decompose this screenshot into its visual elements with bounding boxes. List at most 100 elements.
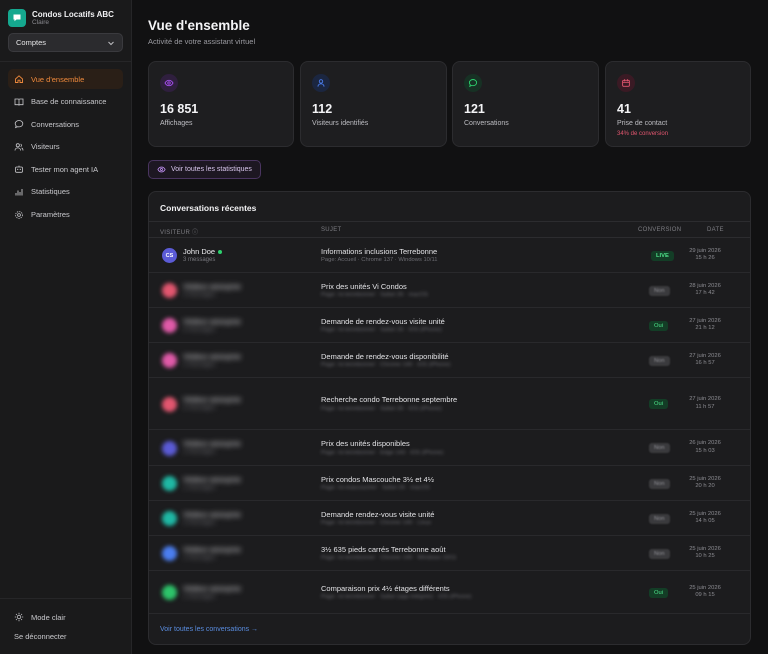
conversion-badge: Non (649, 478, 670, 489)
table-row[interactable]: Visiteur anonyme 4 messages Prix des unité… (149, 273, 750, 308)
avatar (162, 318, 177, 333)
table-row[interactable]: Visiteur anonyme 5 messages Comparaison pr… (149, 571, 750, 614)
stats-icon (15, 188, 23, 196)
conversation-source: Page: /vi-terrebonne/ · Safari (app inté… (321, 594, 472, 600)
stat-label: Conversations (464, 120, 509, 127)
conversation-date: 29 juin 2026 15 h 26 (689, 247, 721, 262)
table-row[interactable]: Visiteur anonyme 3 messages Prix des unité… (149, 430, 750, 466)
visitor-name: Visiteur anonyme (183, 281, 241, 291)
eye-icon (160, 74, 178, 92)
visitor-name: Visiteur anonyme (183, 583, 241, 593)
conversation-date: 25 juin 2026 09 h 15 (689, 584, 721, 599)
chat-icon (14, 120, 24, 129)
conversation-source: Page: /vi-terrebonne/ · Edge 143 · iOS (… (321, 449, 444, 456)
avatar (162, 283, 177, 298)
conversation-source: Page: /vi-terrebonne/ · Safari 26 · macO… (321, 292, 428, 298)
sidebar-item-label: Visiteurs (31, 142, 60, 152)
conversation-subject: Recherche condo Terrebonne septembre (321, 395, 458, 404)
conversation-source: Page: /vi-terrebonne/ · Chrome 140 · Win… (321, 555, 457, 561)
sidebar-item-label: Base de connaissance (31, 97, 107, 107)
avatar (162, 511, 177, 526)
account-select[interactable]: Comptes (8, 33, 123, 52)
conversion-badge: Non (649, 513, 670, 524)
visitor-meta: 3 messages (183, 554, 216, 561)
conversation-source: Page: /vi-terrebonne/ · Safari 26 · iOS … (321, 405, 442, 412)
visitor-name: Visiteur anonyme (183, 351, 241, 361)
stat-label: Prise de contact (617, 120, 668, 127)
sidebar-item-overview[interactable]: Vue d'ensemble (8, 69, 123, 89)
visitor-name: Visiteur anonyme (183, 509, 241, 519)
sidebar-item-knowledge-base[interactable]: Base de connaissance (8, 92, 123, 112)
visitor-meta: 6 messages (183, 326, 216, 333)
table-row[interactable]: Visiteur anonyme 2 messages Prix condos Ma… (149, 466, 750, 501)
visitor-meta: 5 messages (183, 593, 216, 600)
conversation-subject: Comparaison prix 4½ étages différents (321, 583, 450, 593)
sidebar-item-label: Vue d'ensemble (31, 74, 85, 84)
logout-button[interactable]: Se déconnecter (14, 632, 67, 641)
stat-card-contacts: 41 Prise de contact 34% de conversion (605, 61, 751, 147)
avatar (162, 440, 177, 456)
table-row[interactable]: Visiteur anonyme 8 messages Recherche cond… (149, 378, 750, 430)
column-header-visitor: VISITEUR ⓘ (160, 230, 199, 236)
stat-label: Affichages (160, 120, 193, 127)
online-status-icon (218, 249, 223, 254)
visitor-meta: 3 messages (183, 256, 216, 263)
table-row[interactable]: CS John Doe 3 messages Informations inclusi… (149, 238, 750, 273)
table-row[interactable]: Visiteur anonyme 5 messages Demande de ren… (149, 343, 750, 378)
conversation-source: Page: /vi-mascouche/ · Safari 26 · macOS (321, 485, 430, 491)
conversation-date: 25 juin 2026 10 h 25 (689, 545, 721, 560)
table-row[interactable]: Visiteur anonyme 3 messages 3½ 635 pieds c… (149, 536, 750, 571)
visitor-meta: 3 messages (183, 449, 216, 455)
brand-name: Condos Locatifs ABC (32, 9, 114, 19)
visitor-meta: 2 messages (183, 484, 216, 491)
visitor-name: Visiteur anonyme (183, 316, 241, 326)
conversation-subject: Prix condos Mascouche 3½ et 4½ (321, 474, 434, 484)
conversation-date: 27 juin 2026 16 h 57 (689, 352, 721, 367)
sidebar-item-visitors[interactable]: Visiteurs (8, 137, 123, 157)
conversation-source: Page: Accueil · Chrome 137 · Windows 10/… (321, 257, 438, 263)
view-all-stats-button[interactable]: Voir toutes les statistiques (148, 160, 261, 179)
view-all-conversations-link[interactable]: Voir toutes les conversations → (160, 626, 259, 633)
calendar-icon (617, 74, 635, 92)
sidebar-item-test-agent[interactable]: Tester mon agent IA (8, 159, 123, 179)
visitor-name: John Doe (183, 247, 223, 256)
visitor-meta: 4 messages (183, 291, 216, 298)
visitor-meta: 4 messages (183, 519, 216, 526)
visitor-name: Visiteur anonyme (183, 395, 241, 404)
sidebar-item-label: Paramètres (31, 210, 70, 220)
conversation-subject: Informations inclusions Terrebonne (321, 246, 438, 256)
conversation-source: Page: /vi-terrebonne/ · Chrome 140 · iOS… (321, 362, 451, 368)
sidebar-nav: Vue d'ensemble Base de connaissance Conv… (8, 69, 123, 227)
table-row[interactable]: Visiteur anonyme 4 messages Demande rendez… (149, 501, 750, 536)
conversation-subject: Demande rendez-vous visite unité (321, 509, 435, 519)
column-header-date: DATE (707, 227, 724, 233)
sidebar-item-conversations[interactable]: Conversations (8, 114, 123, 134)
home-icon (15, 75, 23, 83)
sidebar-item-statistics[interactable]: Statistiques (8, 182, 123, 202)
table-row[interactable]: Visiteur anonyme 6 messages Demande de ren… (149, 308, 750, 343)
sidebar: Condos Locatifs ABC Claire Comptes Vue d… (0, 0, 132, 654)
conversion-badge: Non (649, 443, 670, 453)
conversation-source: Page: /vi-terrebonne/ · Chrome 140 · Lin… (321, 520, 432, 526)
view-all-stats-label: Voir toutes les statistiques (171, 166, 252, 173)
visitor-name: Visiteur anonyme (183, 474, 241, 484)
stat-value: 16 851 (160, 102, 199, 116)
sidebar-item-label: Statistiques (31, 187, 70, 197)
conversation-subject: Demande de rendez-vous visite unité (321, 316, 445, 326)
user-icon (312, 74, 330, 92)
visitor-meta: 5 messages (183, 361, 216, 368)
panel-title: Conversations récentes (160, 203, 257, 213)
avatar (162, 353, 177, 368)
sidebar-item-settings[interactable]: Paramètres (8, 205, 123, 225)
conversation-date: 27 juin 2026 11 h 57 (689, 396, 721, 410)
theme-toggle[interactable]: Mode clair (14, 612, 66, 622)
stat-value: 121 (464, 102, 485, 116)
visitor-name: Visiteur anonyme (183, 544, 241, 554)
sidebar-divider (0, 61, 132, 62)
visitor-name: Visiteur anonyme (183, 439, 241, 448)
brand-subtitle: Claire (32, 18, 49, 26)
avatar (162, 476, 177, 491)
avatar (162, 546, 177, 561)
users-icon (14, 143, 24, 151)
chat-logo-icon (8, 9, 26, 27)
